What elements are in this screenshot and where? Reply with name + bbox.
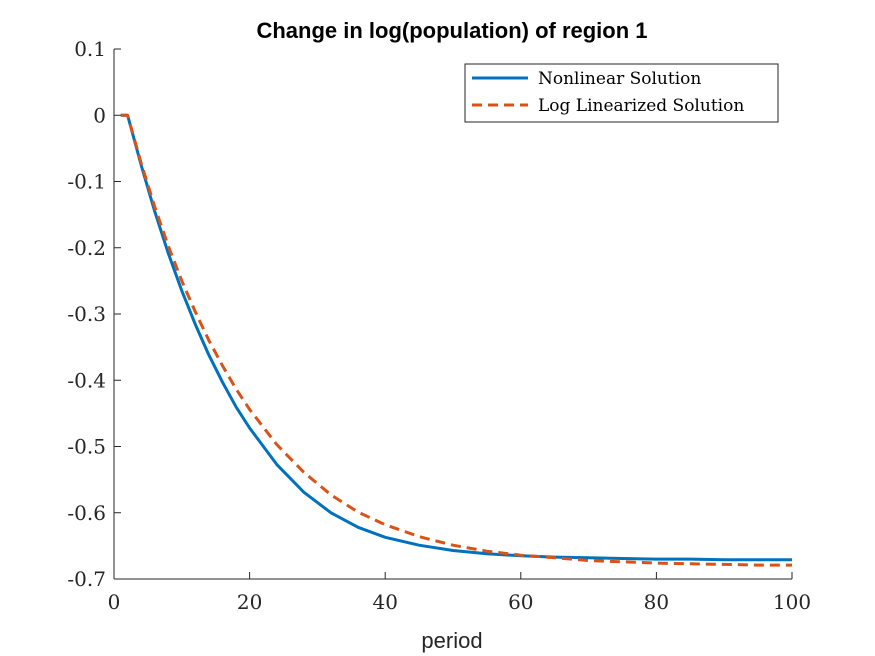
series-layer <box>120 113 792 567</box>
legend-label-nonlinear: Nonlinear Solution <box>538 69 701 89</box>
y-tick-label: -0.1 <box>67 170 106 194</box>
y-tick-label: -0.4 <box>67 368 106 392</box>
y-tick-label: -0.3 <box>67 302 106 326</box>
series-line-1 <box>120 113 792 562</box>
y-tick-label: 0 <box>93 103 106 127</box>
x-tick-label: 40 <box>372 590 397 614</box>
x-axis-label: period <box>421 628 482 653</box>
x-tick-label: 100 <box>773 590 811 614</box>
y-tick-label: 0.1 <box>74 37 106 61</box>
x-tick-label: 20 <box>237 590 262 614</box>
x-tick-label: 0 <box>108 590 121 614</box>
series-line-2 <box>120 113 792 567</box>
x-tick-label: 80 <box>644 590 669 614</box>
chart-title: Change in log(population) of region 1 <box>256 18 647 43</box>
axes: 0 20 40 60 80 100 0.1 0 -0.1 -0.2 -0.3 -0.4 -0.5 -0.6… <box>67 37 811 614</box>
x-tick-label: 60 <box>508 590 533 614</box>
y-tick-label: -0.2 <box>67 236 106 260</box>
legend-box <box>464 63 779 123</box>
legend-label-log-linearized: Log Linearized Solution <box>538 96 744 116</box>
legend: Nonlinear Solution Log Linearized Soluti… <box>464 63 779 123</box>
y-tick-label: -0.7 <box>67 567 106 591</box>
y-tick-label: -0.6 <box>67 501 106 525</box>
y-tick-label: -0.5 <box>67 435 106 459</box>
